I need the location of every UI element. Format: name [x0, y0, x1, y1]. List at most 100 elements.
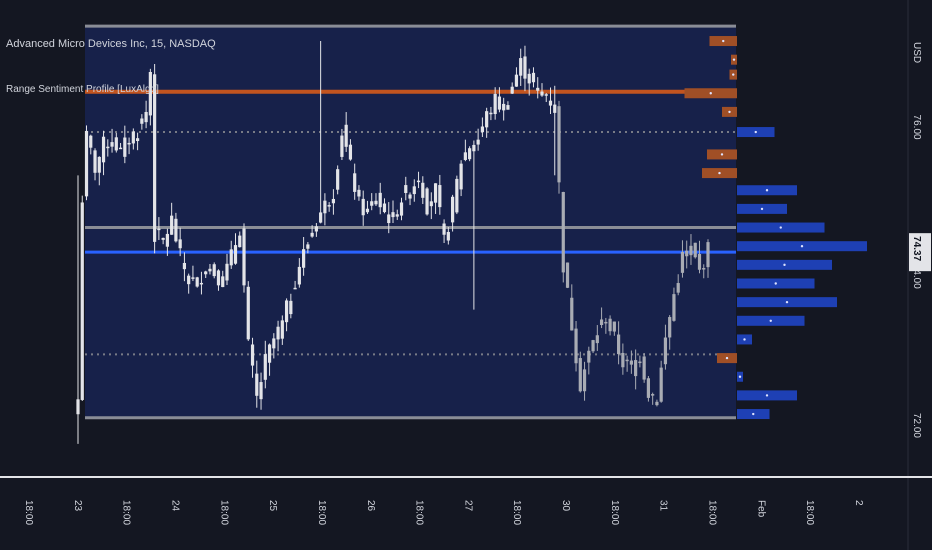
candle[interactable] [250, 337, 255, 378]
candle[interactable] [642, 353, 646, 383]
candle[interactable] [221, 270, 225, 288]
candle[interactable] [238, 231, 242, 248]
candle[interactable] [123, 125, 127, 164]
candle[interactable] [391, 200, 395, 224]
candle[interactable] [370, 193, 374, 211]
candle[interactable] [672, 287, 676, 322]
candle[interactable] [663, 324, 668, 370]
candle[interactable] [263, 340, 267, 389]
candle[interactable] [685, 240, 689, 269]
candle[interactable] [399, 197, 404, 221]
candle[interactable] [706, 239, 710, 278]
candle[interactable] [553, 85, 557, 176]
candle[interactable] [387, 202, 391, 234]
candle[interactable] [259, 372, 263, 410]
candle[interactable] [587, 346, 591, 375]
candle[interactable] [114, 132, 118, 153]
candle[interactable] [497, 87, 502, 113]
candle[interactable] [272, 333, 276, 359]
candle[interactable] [357, 185, 361, 201]
candle[interactable] [310, 225, 314, 238]
candle[interactable] [438, 174, 442, 215]
candle[interactable] [131, 128, 135, 150]
candle[interactable] [561, 191, 565, 283]
candle[interactable] [659, 360, 663, 403]
candle[interactable] [101, 130, 106, 176]
candle[interactable] [617, 321, 621, 365]
candle[interactable] [297, 258, 301, 288]
candle[interactable] [455, 175, 459, 215]
candle[interactable] [242, 223, 246, 293]
candle[interactable] [361, 190, 365, 226]
candle[interactable] [693, 242, 697, 259]
candle[interactable] [161, 237, 165, 245]
candle[interactable] [229, 240, 233, 269]
candle[interactable] [135, 132, 140, 151]
candle[interactable] [476, 128, 480, 151]
candle[interactable] [472, 140, 476, 310]
candle[interactable] [199, 271, 204, 295]
candle[interactable] [110, 128, 114, 153]
candle[interactable] [80, 195, 84, 402]
price-axis[interactable]: 76.00 74.00 72.00 74.37 [909, 115, 931, 439]
candle[interactable] [510, 82, 514, 95]
candle[interactable] [591, 339, 595, 354]
candle[interactable] [382, 198, 387, 214]
candle[interactable] [76, 175, 80, 444]
candle[interactable] [514, 67, 519, 87]
candle[interactable] [612, 321, 616, 336]
candle[interactable] [208, 264, 212, 275]
candle[interactable] [557, 100, 561, 194]
candle[interactable] [425, 187, 429, 216]
candle[interactable] [302, 236, 306, 276]
candle[interactable] [153, 64, 157, 254]
candle[interactable] [421, 176, 425, 204]
candle[interactable] [493, 87, 497, 120]
candle[interactable] [416, 171, 421, 189]
candle[interactable] [340, 128, 344, 161]
candle[interactable] [408, 192, 412, 206]
candles[interactable] [76, 41, 710, 444]
candle[interactable] [306, 242, 310, 254]
candle[interactable] [634, 349, 638, 390]
candle[interactable] [450, 194, 455, 232]
candle[interactable] [344, 112, 348, 152]
candle[interactable] [608, 315, 612, 336]
candle[interactable] [680, 240, 685, 278]
candle[interactable] [625, 355, 629, 372]
candle[interactable] [233, 233, 238, 265]
candle[interactable] [327, 202, 331, 212]
candle[interactable] [433, 183, 438, 214]
candle[interactable] [97, 156, 101, 186]
candle[interactable] [446, 226, 450, 245]
candle[interactable] [336, 165, 340, 195]
time-axis[interactable]: 18:00 23 18:00 24 18:00 25 18:00 26 18:00 27 18:00… [23, 500, 864, 525]
candle[interactable] [531, 67, 536, 88]
candle[interactable] [276, 320, 280, 352]
candle[interactable] [548, 87, 553, 114]
candle[interactable] [157, 217, 161, 241]
candle[interactable] [668, 315, 672, 350]
candle[interactable] [502, 97, 506, 121]
candle[interactable] [348, 139, 353, 161]
candle[interactable] [267, 343, 272, 376]
candle[interactable] [378, 182, 382, 215]
candle[interactable] [191, 265, 195, 282]
candle[interactable] [148, 68, 152, 126]
candle[interactable] [489, 106, 493, 121]
candle[interactable] [697, 240, 702, 274]
candle[interactable] [595, 325, 599, 351]
candle[interactable] [93, 148, 97, 181]
candle[interactable] [84, 125, 89, 201]
candle[interactable] [212, 262, 216, 279]
candle[interactable] [204, 270, 208, 279]
candle[interactable] [404, 176, 408, 201]
candle[interactable] [574, 321, 578, 372]
symbol-title[interactable]: Advanced Micro Devices Inc, 15, NASDAQ [6, 38, 216, 50]
candle[interactable] [485, 107, 489, 138]
candle[interactable] [621, 343, 625, 375]
candle[interactable] [195, 276, 199, 288]
candle[interactable] [144, 100, 148, 129]
candle[interactable] [246, 281, 250, 341]
candle[interactable] [604, 317, 608, 334]
